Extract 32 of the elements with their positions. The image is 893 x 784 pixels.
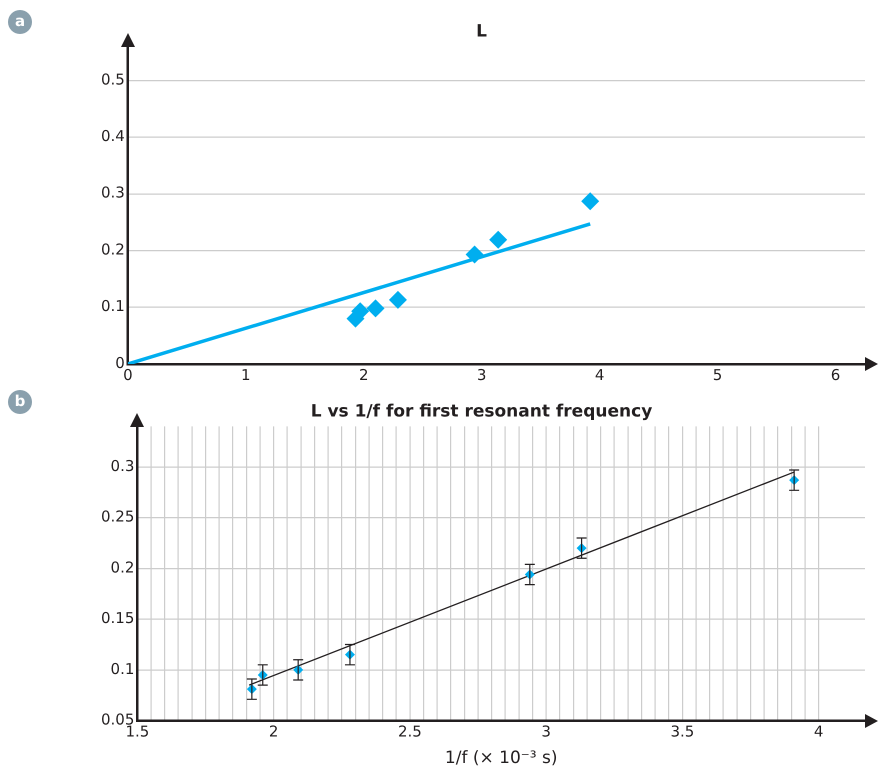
point (581, 192, 600, 210)
x-tick-label: 4 (814, 722, 824, 740)
y-tick-label: 0.2 (100, 240, 125, 258)
x-tick-label: 3.5 (670, 722, 694, 740)
y-tick-label: 0.25 (100, 508, 134, 526)
chart-title: L (476, 22, 488, 42)
x-tick-label: 2 (268, 722, 278, 740)
point (366, 299, 385, 318)
point (466, 246, 484, 264)
point (388, 290, 407, 309)
point (489, 230, 508, 249)
x-axis-title: 1/f (× 10⁻³ s) (444, 748, 558, 768)
text: a (8, 10, 32, 34)
x-tick-label: 1 (241, 366, 251, 384)
x-tick-label: 6 (830, 366, 840, 384)
chart-title: L vs 1/f for first resonant frequency (310, 402, 652, 422)
y-tick-label: 0.2 (110, 558, 134, 576)
x-tick-label: 2 (358, 366, 369, 384)
x-tick-label: 3 (541, 722, 551, 740)
x-tick-label: 2.5 (398, 722, 422, 740)
x-tick-label: 4 (594, 366, 604, 384)
y-tick-label: 0.1 (100, 297, 125, 316)
y-tick-label: 0.15 (100, 609, 134, 628)
x-tick-label: 5 (712, 366, 722, 384)
y-tick-label: 0.3 (100, 184, 125, 202)
y-tick-label: 0.5 (100, 70, 125, 88)
text: b (8, 390, 32, 414)
y-tick-label: 0.1 (110, 660, 134, 678)
y-tick-label: 0.3 (110, 456, 134, 475)
x-tick-label: 3 (476, 366, 486, 384)
y-tick-label: 0.4 (100, 127, 125, 146)
y-tick-label: 0 (115, 354, 125, 372)
